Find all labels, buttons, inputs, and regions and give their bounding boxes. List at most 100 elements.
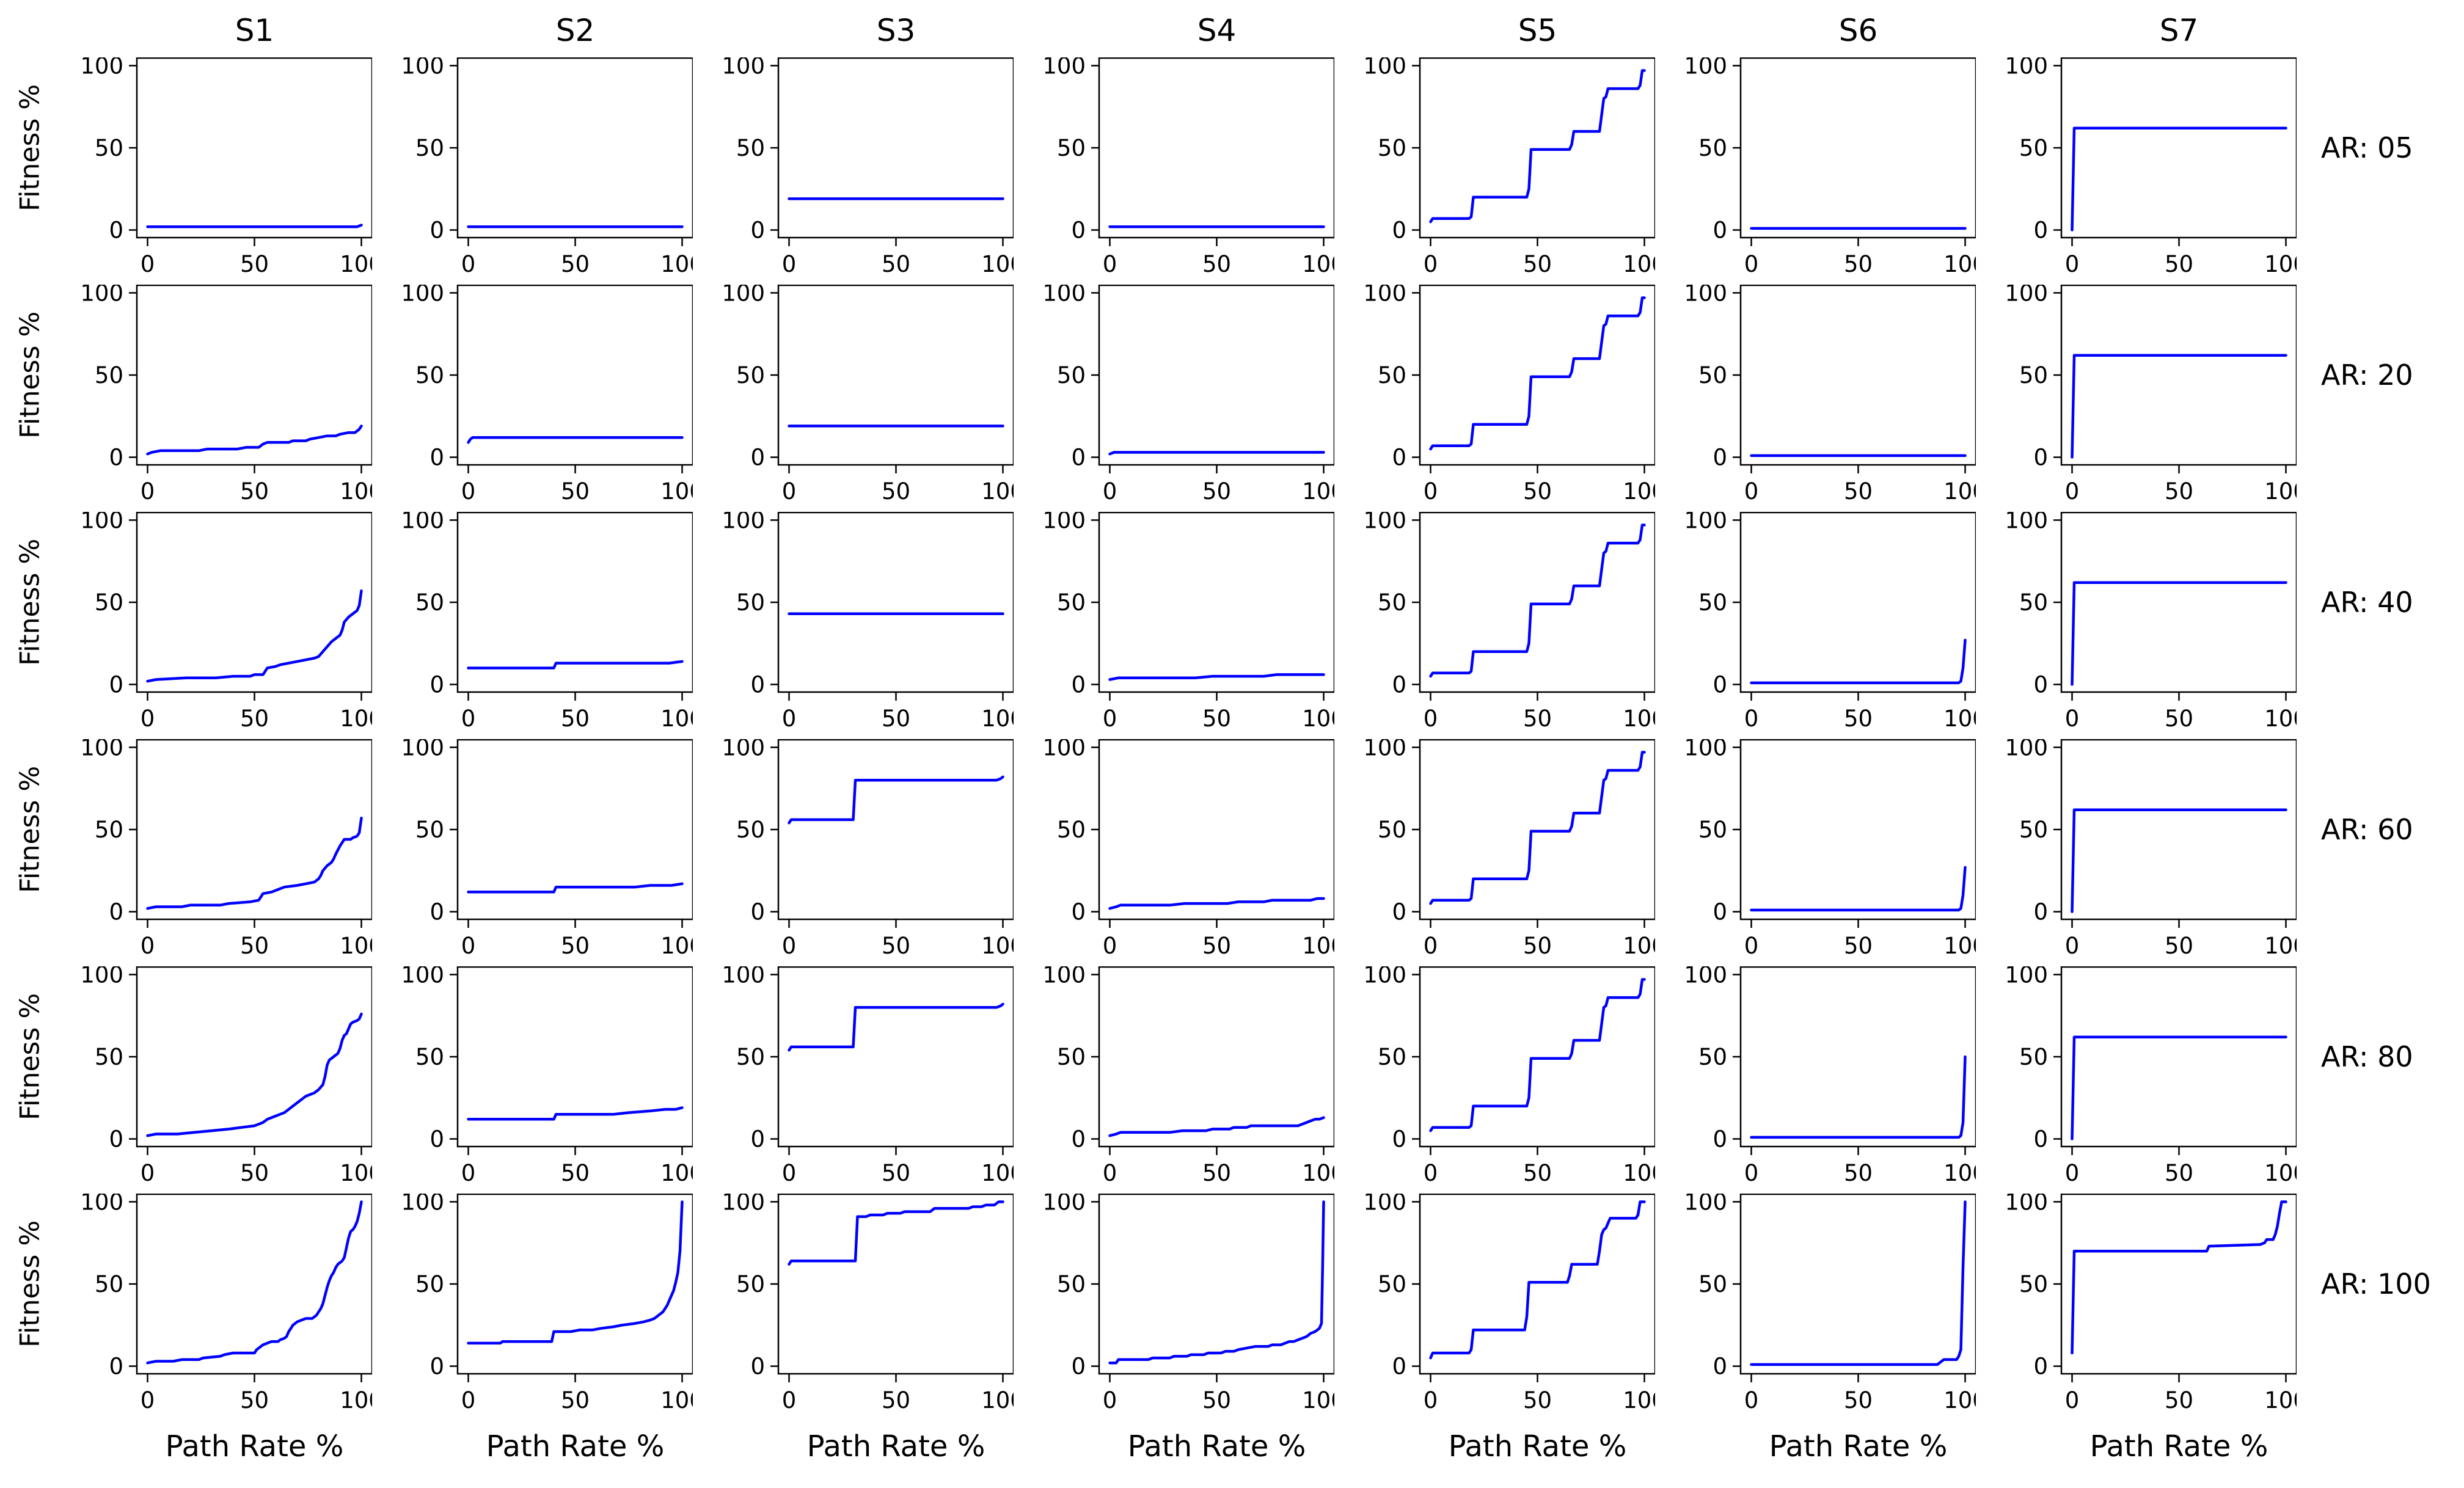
y-tick-label: 0	[1071, 672, 1086, 698]
axes-frame	[136, 1193, 373, 1375]
subplot-S1-row3: 0 50 100 0 50 100	[76, 507, 382, 739]
x-axis-label: Path Rate %	[2089, 1429, 2268, 1464]
x-tick-label: 0	[782, 478, 797, 505]
plot-canvas: 0 50 100 0 50 100	[1363, 53, 1665, 277]
y-tick-label: 100	[80, 285, 123, 306]
x-tick-label: 0	[141, 933, 155, 959]
y-tick-label: 0	[750, 899, 765, 925]
plot-canvas: 0 50 100 0 50 100	[2005, 734, 2307, 959]
subplot-S3-row2: 0 50 100 0 50 100	[717, 280, 1024, 512]
x-tick-label: 0	[141, 706, 155, 732]
plot-canvas: 0 50 100 0 50 100	[80, 53, 382, 277]
subplot-S4-row3: 0 50 100 0 50 100	[1038, 507, 1345, 739]
x-tick-label: 50	[1844, 478, 1873, 505]
x-tick-label: 50	[882, 478, 910, 505]
x-tick-label: 0	[1424, 251, 1438, 277]
y-tick-label: 50	[415, 135, 444, 161]
x-tick-label: 100	[1623, 933, 1655, 959]
row-label-100: AR: 100	[2321, 1267, 2431, 1300]
x-tick-label: 0	[2065, 1160, 2080, 1186]
y-tick-label: 100	[722, 285, 765, 306]
x-tick-label: 50	[2165, 933, 2193, 959]
y-tick-label: 100	[1684, 57, 1727, 79]
column-title-S1: S1	[235, 13, 274, 48]
x-tick-label: 100	[2264, 478, 2297, 505]
series-line	[1750, 866, 1967, 912]
plot-canvas: 0 50 100 0 50 100	[80, 507, 382, 732]
y-tick-label: 100	[2005, 57, 2048, 79]
axes-frame	[1419, 739, 1656, 921]
y-tick-label: 0	[1713, 899, 1727, 925]
x-tick-label: 100	[340, 1160, 372, 1186]
plot-canvas: 0 50 100 0 50 100	[2005, 53, 2307, 277]
series-line	[2071, 1200, 2287, 1355]
x-tick-label: 50	[1844, 1387, 1873, 1413]
series-line	[467, 436, 684, 444]
y-tick-label: 0	[2033, 672, 2048, 698]
x-tick-label: 0	[782, 706, 797, 732]
series-line	[1750, 638, 1967, 685]
axes-frame	[136, 284, 373, 466]
x-tick-label: 0	[141, 478, 155, 505]
y-axis-label: Fitness %	[14, 993, 46, 1121]
x-tick-label: 50	[1202, 706, 1231, 732]
x-tick-label: 0	[1424, 706, 1438, 732]
axes-frame	[456, 57, 694, 239]
x-tick-label: 100	[660, 933, 693, 959]
subplot-S2-row1: 0 50 100 0 50 100	[397, 53, 703, 285]
y-tick-label: 100	[1042, 739, 1086, 760]
x-tick-label: 0	[1424, 1160, 1438, 1186]
x-tick-label: 50	[882, 1387, 910, 1413]
subplot-S6-row4: 0 50 100 0 50 100	[1680, 734, 1986, 966]
subplot-S7-row5: 0 50 100 0 50 100	[2000, 961, 2307, 1194]
plot-canvas: 0 50 100 0 50 100	[1042, 961, 1345, 1186]
y-tick-label: 100	[401, 1194, 444, 1215]
axes-frame	[1739, 966, 1977, 1148]
axes-frame	[1098, 739, 1336, 921]
x-tick-label: 0	[2065, 933, 2080, 959]
x-tick-label: 50	[2165, 251, 2193, 277]
x-tick-label: 0	[2065, 478, 2080, 505]
plot-canvas: 0 50 100 0 50 100	[80, 1189, 382, 1413]
y-tick-label: 100	[1684, 739, 1727, 760]
series-line	[1108, 897, 1325, 910]
axes-frame	[1739, 284, 1977, 466]
y-tick-label: 100	[401, 285, 444, 306]
x-tick-label: 50	[1523, 933, 1552, 959]
subplot-S6-row3: 0 50 100 0 50 100	[1680, 507, 1986, 739]
plot-canvas: 0 50 100 0 50 100	[722, 734, 1024, 959]
y-tick-label: 0	[1392, 1354, 1406, 1380]
plot-canvas: 0 50 100 0 50 100	[401, 1189, 703, 1413]
y-tick-label: 50	[1057, 135, 1086, 161]
y-tick-label: 100	[722, 966, 765, 988]
series-line	[1429, 978, 1646, 1132]
plot-canvas: 0 50 100 0 50 100	[722, 961, 1024, 1186]
axes-frame	[777, 284, 1015, 466]
plot-canvas: 0 50 100 0 50 100	[1363, 961, 1665, 1186]
y-tick-label: 100	[1684, 512, 1727, 533]
x-tick-label: 100	[1943, 706, 1976, 732]
x-tick-label: 100	[2264, 1160, 2297, 1186]
y-tick-label: 0	[430, 445, 444, 471]
axes-frame	[1419, 57, 1656, 239]
axes-frame	[1739, 1193, 1977, 1375]
row-label-40: AR: 40	[2321, 586, 2413, 619]
x-tick-label: 0	[1103, 1160, 1117, 1186]
y-tick-label: 50	[1378, 589, 1406, 616]
plot-canvas: 0 50 100 0 50 100	[80, 280, 382, 505]
axes-frame	[2060, 739, 2298, 921]
x-tick-label: 100	[1302, 1160, 1334, 1186]
series-line	[2071, 581, 2287, 686]
plot-canvas: 0 50 100 0 50 100	[401, 53, 703, 277]
y-tick-label: 50	[95, 817, 123, 843]
axes-frame	[136, 57, 373, 239]
y-tick-label: 50	[95, 1271, 123, 1297]
plot-canvas: 0 50 100 0 50 100	[1684, 734, 1986, 959]
x-tick-label: 0	[782, 251, 797, 277]
axes-frame	[2060, 966, 2298, 1148]
plot-canvas: 0 50 100 0 50 100	[401, 734, 703, 959]
y-tick-label: 50	[736, 1044, 765, 1070]
subplot-S3-row5: 0 50 100 0 50 100	[717, 961, 1024, 1194]
x-tick-label: 100	[981, 1387, 1014, 1413]
series-line	[146, 425, 363, 456]
